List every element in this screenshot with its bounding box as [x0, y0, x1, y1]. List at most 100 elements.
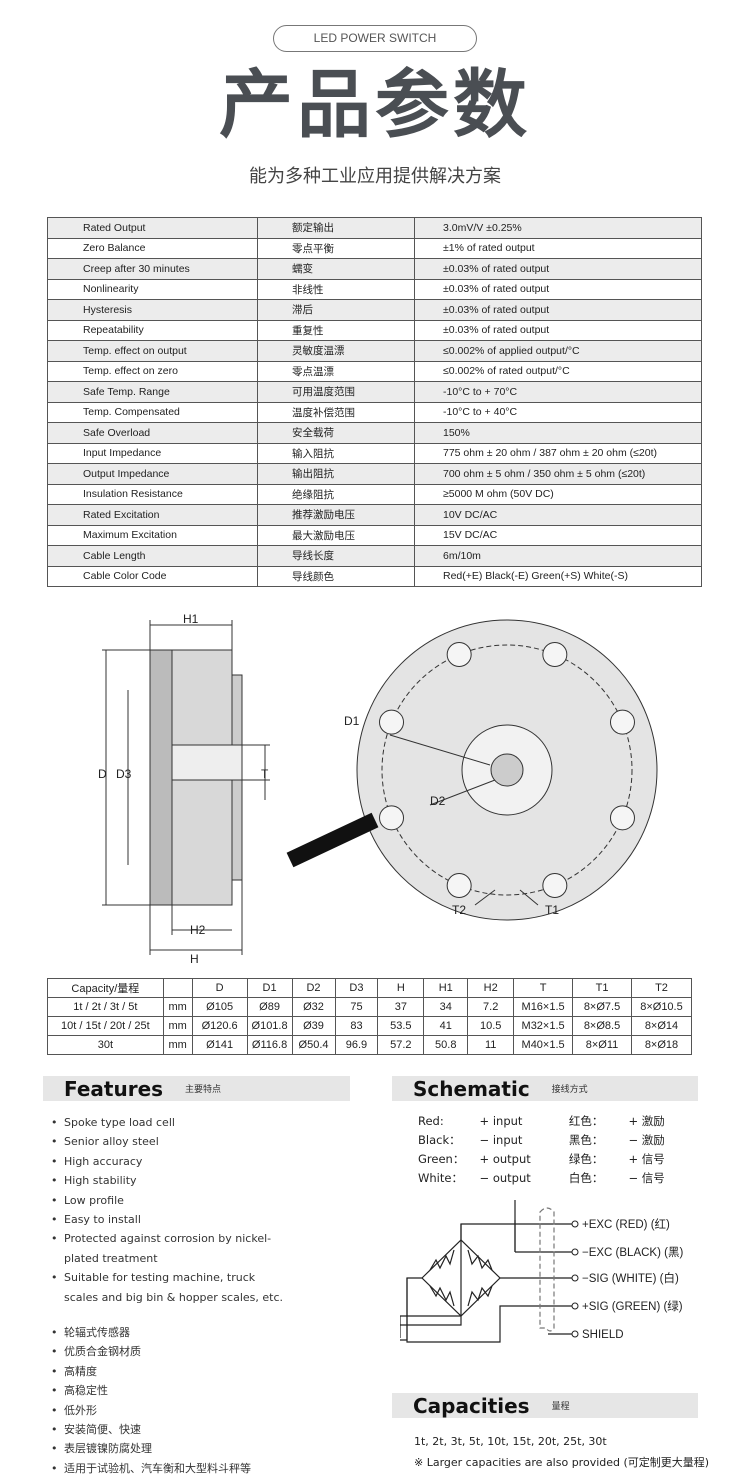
spec-cell: Safe Temp. Range [47, 381, 258, 403]
feature-item: Senior alloy steel [48, 1132, 288, 1152]
terminal-label: −EXC (BLACK) (黑) [582, 1246, 683, 1259]
capacities-subtitle: 量程 [551, 1402, 570, 1412]
spec-cell: ≤0.002% of applied output/°C [414, 340, 702, 362]
wire-color-row: White： − output 白色： − 信号 [418, 1169, 688, 1188]
spec-cell: ±0.03% of rated output [414, 319, 702, 341]
spec-cell: 额定输出 [257, 217, 415, 239]
dims-cell: D3 [334, 978, 379, 998]
dims-cell: 96.9 [334, 1035, 379, 1055]
dims-cell: M40×1.5 [513, 1035, 574, 1055]
dims-cell: 53.5 [377, 1016, 425, 1036]
spec-cell: Temp. Compensated [47, 401, 258, 423]
dims-cell: 10t / 15t / 20t / 25t [47, 1016, 164, 1036]
wire-color-cell: + 激励 [628, 1114, 665, 1128]
dims-cell: mm [162, 1035, 193, 1055]
dims-row: 30t mm Ø141 Ø116.8 Ø50.4 96.9 57.2 50.8 11 M40×1.… [47, 1035, 693, 1055]
features-title: Features [64, 1076, 164, 1101]
spec-row: Insulation Resistance 绝缘阻抗 ≥5000 M ohm (50… [47, 483, 702, 505]
spec-cell: Rated Excitation [47, 504, 258, 526]
spec-cell: -10°C to + 40°C [414, 401, 702, 423]
dims-cell: 57.2 [377, 1035, 425, 1055]
feature-item: 低外形 [48, 1401, 348, 1421]
terminal-label: SHIELD [582, 1329, 624, 1341]
spec-row: Nonlinearity 非线性 ±0.03% of rated output [47, 278, 702, 300]
feature-item: 优质合金钢材质 [48, 1342, 348, 1362]
spec-cell: Cable Length [47, 545, 258, 567]
terminal-label: +EXC (RED) (红) [582, 1218, 670, 1231]
spec-cell: ±0.03% of rated output [414, 278, 702, 300]
dims-cell: 11 [467, 1035, 515, 1055]
feature-item: Easy to install [48, 1210, 288, 1230]
terminal-label: −SIG (WHITE) (白) [582, 1271, 679, 1285]
wire-color-cell: Green： [418, 1152, 465, 1166]
dims-cell: D [191, 978, 248, 998]
spec-cell: Maximum Excitation [47, 524, 258, 546]
dims-cell: Ø120.6 [191, 1016, 248, 1036]
spec-cell: 推荐激励电压 [257, 504, 415, 526]
dims-cell: 37 [377, 997, 425, 1017]
spec-cell: 重复性 [257, 319, 415, 341]
feature-item: 轮辐式传感器 [48, 1323, 348, 1343]
spec-cell: Repeatability [47, 319, 258, 341]
dimension-table: Capacity/量程 D D1 D2 D3 H H1 H2 T T1 T2 1t / 2t / 3t… [47, 978, 693, 1055]
spec-cell: Insulation Resistance [47, 483, 258, 505]
label-H1: H1 [183, 612, 199, 626]
dims-cell: Ø116.8 [246, 1035, 293, 1055]
spec-row: Creep after 30 minutes 蠕变 ±0.03% of rated … [47, 258, 702, 280]
spec-cell: 导线颜色 [257, 565, 415, 587]
spec-cell: 775 ohm ± 20 ohm / 387 ohm ± 20 ohm (≤20… [414, 442, 702, 464]
schematic-header: Schematic 接线方式 [392, 1076, 698, 1101]
feature-item: High stability [48, 1171, 288, 1191]
spec-cell: 10V DC/AC [414, 504, 702, 526]
dims-cell: Ø105 [191, 997, 248, 1017]
spec-row: Cable Color Code 导线颜色 Red(+E) Black(-E) Gr… [47, 565, 702, 587]
spec-cell: Hysteresis [47, 299, 258, 321]
dims-cell: T [513, 978, 574, 998]
wire-color-row: Red: + input 红色： + 激励 [418, 1112, 688, 1131]
spec-cell: Temp. effect on zero [47, 360, 258, 382]
feature-item: Low profile [48, 1191, 288, 1211]
feature-item: 安装简便、快速 [48, 1420, 348, 1440]
schematic-subtitle: 接线方式 [551, 1085, 588, 1095]
wire-color-cell: − 信号 [628, 1171, 665, 1185]
spec-row: Maximum Excitation 最大激励电压 15V DC/AC [47, 524, 702, 546]
spec-cell: 输入阻抗 [257, 442, 415, 464]
label-T2: T2 [452, 903, 466, 917]
capacities-title: Capacities [413, 1393, 530, 1418]
wire-color-cell: Black： [418, 1133, 461, 1147]
spec-cell: 零点平衡 [257, 237, 415, 259]
dims-cell: M32×1.5 [513, 1016, 574, 1036]
spec-row: Input Impedance 输入阻抗 775 ohm ± 20 ohm / 38… [47, 442, 702, 464]
mounting-hole [609, 709, 635, 735]
wire-color-cell: + output [479, 1152, 531, 1166]
spec-row: Output Impedance 输出阻抗 700 ohm ± 5 ohm / 35… [47, 463, 702, 485]
label-H2: H2 [190, 923, 206, 937]
spec-row: Temp. Compensated 温度补偿范围 -10°C to + 40°C [47, 401, 702, 423]
spec-table: Rated Output 额定输出 3.0mV/V ±0.25% Zero Balan… [47, 217, 702, 587]
wire-color-row: Black： − input 黑色： − 激励 [418, 1131, 688, 1150]
spec-row: Safe Overload 安全载荷 150% [47, 422, 702, 444]
spec-cell: 15V DC/AC [414, 524, 702, 546]
spec-row: Rated Excitation 推荐激励电压 10V DC/AC [47, 504, 702, 526]
spec-cell: Input Impedance [47, 442, 258, 464]
dims-cell: 75 [334, 997, 379, 1017]
spec-cell: 150% [414, 422, 702, 444]
capacities-list: 1t, 2t, 3t, 5t, 10t, 15t, 20t, 25t, 30t [414, 1435, 607, 1448]
spec-cell: ±0.03% of rated output [414, 258, 702, 280]
spec-row: Hysteresis 滞后 ±0.03% of rated output [47, 299, 702, 321]
wire-color-list: Red: + input 红色： + 激励 Black： − input 黑色： − 激励 Gr… [418, 1112, 688, 1188]
spec-cell: 可用温度范围 [257, 381, 415, 403]
spec-cell: 700 ohm ± 5 ohm / 350 ohm ± 5 ohm (≤20t) [414, 463, 702, 485]
spec-cell: 6m/10m [414, 545, 702, 567]
label-H: H [190, 952, 199, 966]
dims-cell: 8×Ø11 [572, 1035, 632, 1055]
mounting-hole [379, 709, 405, 735]
page-subtitle: 能为多种工业应用提供解决方案 [249, 166, 501, 187]
spec-cell: Zero Balance [47, 237, 258, 259]
schematic-title: Schematic [413, 1076, 530, 1101]
dims-cell: Ø101.8 [246, 1016, 293, 1036]
dims-cell: 30t [47, 1035, 164, 1055]
dims-cell: 8×Ø7.5 [572, 997, 632, 1017]
mounting-hole [542, 872, 568, 898]
dims-cell: 83 [334, 1016, 379, 1036]
